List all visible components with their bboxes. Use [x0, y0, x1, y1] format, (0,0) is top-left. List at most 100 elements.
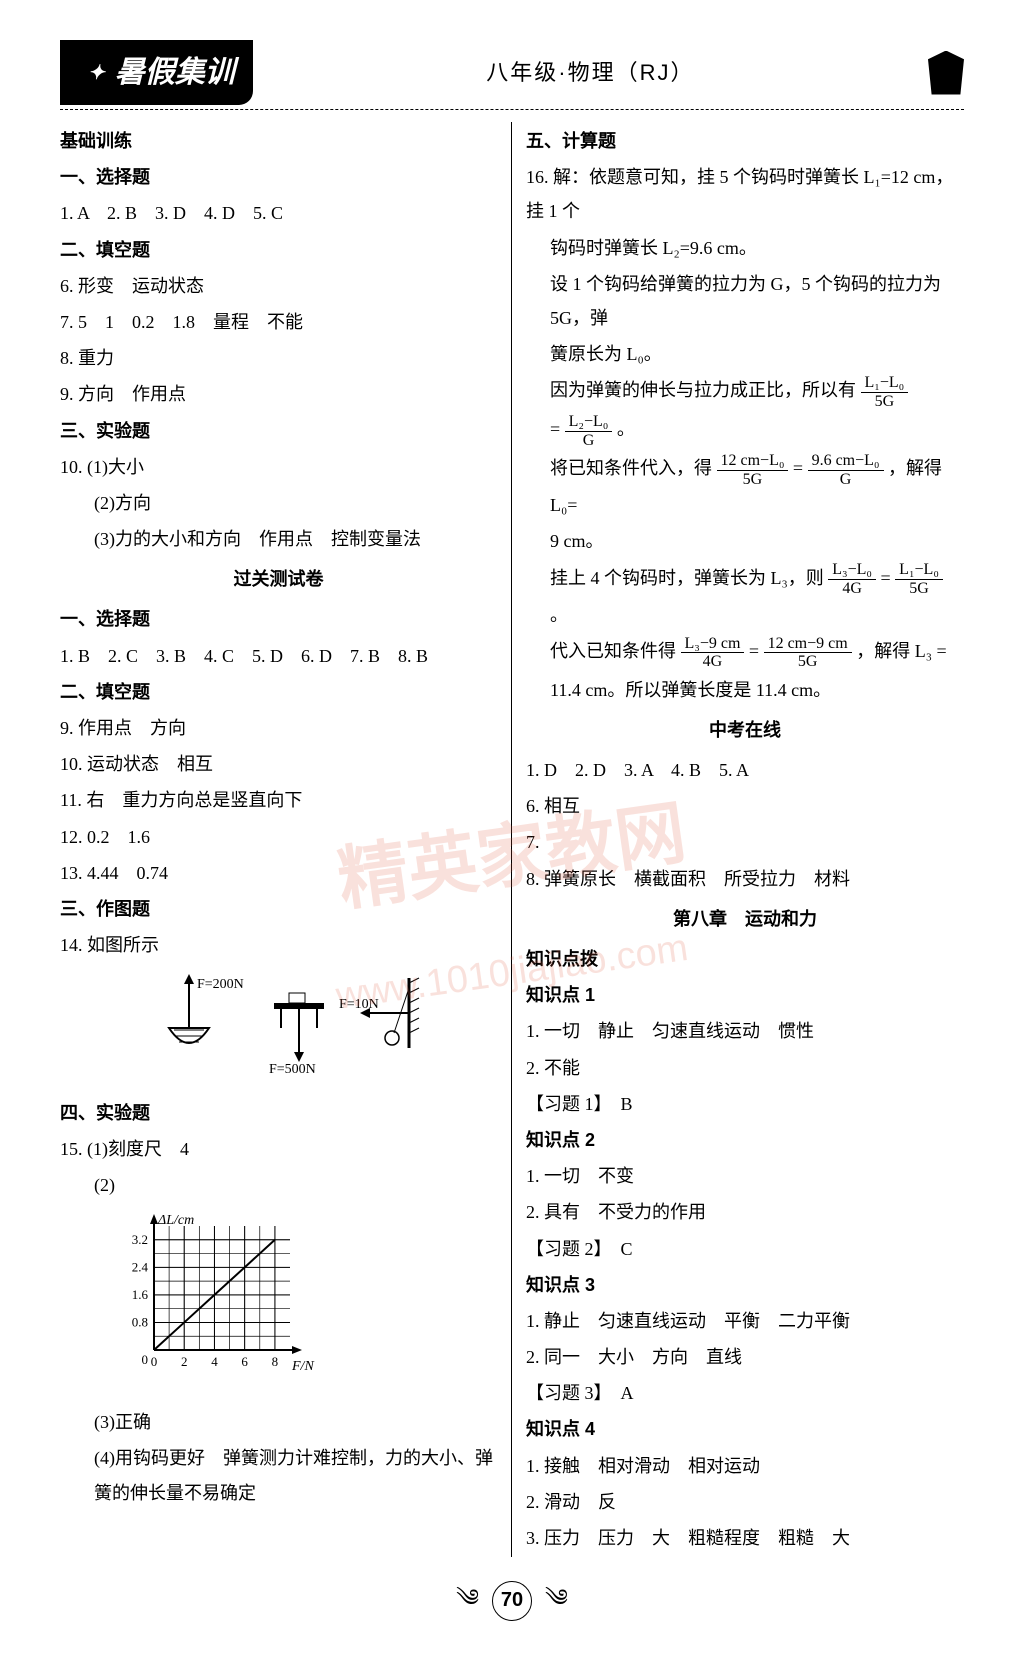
zk7: 7.	[526, 825, 964, 859]
kp3-1: 1. 静止 匀速直线运动 平衡 二力平衡	[526, 1304, 964, 1338]
q16-8: 9 cm。	[526, 524, 964, 558]
tq11: 11. 右 重力方向总是竖直向下	[60, 783, 497, 817]
q16-1: 16. 解：依题意可知，挂 5 个钩码时弹簧长 L₁=12 cm，挂 1 个	[526, 160, 964, 228]
zk6: 6. 相互	[526, 789, 964, 823]
svg-text:2: 2	[181, 1354, 188, 1369]
q16-11: 11.4 cm。所以弹簧长度是 11.4 cm。	[526, 673, 964, 707]
svg-text:0: 0	[151, 1354, 158, 1369]
q10-2: (2)方向	[60, 486, 497, 520]
zk-ans: 1. D 2. D 3. A 4. B 5. A	[526, 753, 964, 787]
kp2-ex: 【习题 2】 C	[526, 1232, 964, 1266]
title-badge: 暑假集训	[60, 40, 253, 105]
kp4-3: 3. 压力 压力 大 粗糙程度 粗糙 大	[526, 1521, 964, 1555]
svg-text:1.6: 1.6	[132, 1287, 149, 1302]
q16-9a: 挂上 4 个钩码时，弹簧长为 L₃，则	[550, 568, 824, 588]
q16-7-eq: =	[793, 458, 803, 478]
page: 精英家教网 www.1010jiajiao.com 暑假集训 八年级·物理（RJ…	[60, 40, 964, 1623]
q16-7-f1: 12 cm−L₀5G	[717, 452, 789, 488]
f10-label: F=10N	[339, 997, 379, 1012]
tq13: 13. 4.44 0.74	[60, 856, 497, 890]
q9: 9. 方向 作用点	[60, 377, 497, 411]
q10-3: (3)力的大小和方向 作用点 控制变量法	[60, 522, 497, 556]
svg-text:8: 8	[272, 1354, 279, 1369]
tq9: 9. 作用点 方向	[60, 711, 497, 745]
diagram-14: F=200N F=500N	[60, 968, 497, 1089]
q16-2: 钩码时弹簧长 L₂=9.6 cm。	[526, 231, 964, 265]
q16-6: = L₂−L₀G 。	[526, 412, 964, 449]
q16-5-frac1: L₁−L₀5G	[861, 374, 909, 410]
zkzx-title: 中考在线	[526, 713, 964, 747]
chart-15-svg: 024680.81.62.43.20F/NΔL/cm	[110, 1208, 320, 1388]
kp2-2: 2. 具有 不受力的作用	[526, 1195, 964, 1229]
q16-10-eq: =	[749, 641, 759, 661]
tq10: 10. 运动状态 相互	[60, 747, 497, 781]
q16-7: 将已知条件代入，得 12 cm−L₀5G = 9.6 cm−L₀G ，解得 L₀…	[526, 451, 964, 522]
svg-text:ΔL/cm: ΔL/cm	[157, 1213, 194, 1228]
right-column: 五、计算题 16. 解：依题意可知，挂 5 个钩码时弹簧长 L₁=12 cm，挂…	[512, 122, 964, 1557]
tq15-2-label: (2)	[94, 1175, 115, 1195]
q7: 7. 5 1 0.2 1.8 量程 不能	[60, 305, 497, 339]
q16-9-f1: L₃−L₀4G	[828, 561, 876, 597]
tq15-1: 15. (1)刻度尺 4	[60, 1132, 497, 1166]
kp2-1: 1. 一切 不变	[526, 1159, 964, 1193]
header-subtitle: 八年级·物理（RJ）	[253, 52, 928, 94]
q16-7a: 将已知条件代入，得	[550, 458, 712, 478]
flourish-left-icon: ༄	[456, 1586, 479, 1612]
q16-6-frac: L₂−L₀G	[565, 413, 613, 449]
q8: 8. 重力	[60, 341, 497, 375]
test-diagram: 三、作图题	[60, 892, 497, 926]
content-columns: 基础训练 一、选择题 1. A 2. B 3. D 4. D 5. C 二、填空…	[60, 122, 964, 1557]
q16-5: 因为弹簧的伸长与拉力成正比，所以有 L₁−L₀5G	[526, 373, 964, 410]
test-choice: 一、选择题	[60, 602, 497, 636]
q6: 6. 形变 运动状态	[60, 269, 497, 303]
kp2: 知识点 2	[526, 1123, 964, 1157]
svg-text:0: 0	[142, 1352, 149, 1367]
kp1: 知识点 1	[526, 978, 964, 1012]
q16-3: 设 1 个钩码给弹簧的拉力为 G，5 个钩码的拉力为 5G，弹	[526, 267, 964, 335]
q16-4: 簧原长为 L₀。	[526, 337, 964, 371]
svg-text:4: 4	[211, 1354, 218, 1369]
chart-15: 024680.81.62.43.20F/NΔL/cm	[60, 1208, 497, 1399]
q16-9b: 。	[550, 605, 568, 625]
flourish-right-icon: ༄	[545, 1586, 568, 1612]
q16-10-f1: L₃−9 cm4G	[681, 635, 745, 671]
kp3-2: 2. 同一 大小 方向 直线	[526, 1340, 964, 1374]
q16-9: 挂上 4 个钩码时，弹簧长为 L₃，则 L₃−L₀4G = L₁−L₀5G 。	[526, 561, 964, 632]
kp1-ex: 【习题 1】 B	[526, 1087, 964, 1121]
q16-10a: 代入已知条件得	[550, 641, 676, 661]
section-fill: 二、填空题	[60, 233, 497, 267]
chapter-8-title: 第八章 运动和力	[526, 902, 964, 936]
tq15-2: (2)	[60, 1168, 497, 1202]
test-fill: 二、填空题	[60, 675, 497, 709]
svg-text:2.4: 2.4	[132, 1259, 149, 1274]
tq15-4: (4)用钩码更好 弹簧测力计难控制，力的大小、弹簧的伸长量不易确定	[60, 1441, 497, 1509]
tq14: 14. 如图所示	[60, 928, 497, 962]
svg-text:6: 6	[241, 1354, 248, 1369]
q16-9-f2: L₁−L₀5G	[895, 561, 943, 597]
q16-9-eq: =	[881, 568, 891, 588]
section-experiment: 三、实验题	[60, 414, 497, 448]
q16-7-f2: 9.6 cm−L₀G	[808, 452, 884, 488]
tq12: 12. 0.2 1.6	[60, 820, 497, 854]
q16-6-end: 。	[617, 419, 635, 439]
page-footer: ༄ 70 ༄	[60, 1577, 964, 1623]
kp4-1: 1. 接触 相对滑动 相对运动	[526, 1449, 964, 1483]
f200-label: F=200N	[197, 977, 244, 992]
answers-choice: 1. A 2. B 3. D 4. D 5. C	[60, 196, 497, 230]
kp4-2: 2. 滑动 反	[526, 1485, 964, 1519]
svg-text:F/N: F/N	[291, 1359, 314, 1374]
fist-icon	[928, 51, 964, 95]
kp1-2: 2. 不能	[526, 1051, 964, 1085]
force-diagram-svg: F=200N F=500N	[129, 968, 429, 1078]
q16-6-eq: =	[550, 419, 560, 439]
section-calc: 五、计算题	[526, 124, 964, 158]
test-experiment: 四、实验题	[60, 1096, 497, 1130]
q10-1: 10. (1)大小	[60, 450, 497, 484]
kp3-ex: 【习题 3】 A	[526, 1376, 964, 1410]
kp1-1: 1. 一切 静止 匀速直线运动 惯性	[526, 1014, 964, 1048]
q16-10: 代入已知条件得 L₃−9 cm4G = 12 cm−9 cm5G ，解得 L₃ …	[526, 634, 964, 671]
page-header: 暑假集训 八年级·物理（RJ）	[60, 40, 964, 110]
q16-10-f2: 12 cm−9 cm5G	[764, 635, 852, 671]
zk8: 8. 弹簧原长 横截面积 所受拉力 材料	[526, 862, 964, 896]
title-badge-text: 暑假集训	[115, 44, 235, 101]
